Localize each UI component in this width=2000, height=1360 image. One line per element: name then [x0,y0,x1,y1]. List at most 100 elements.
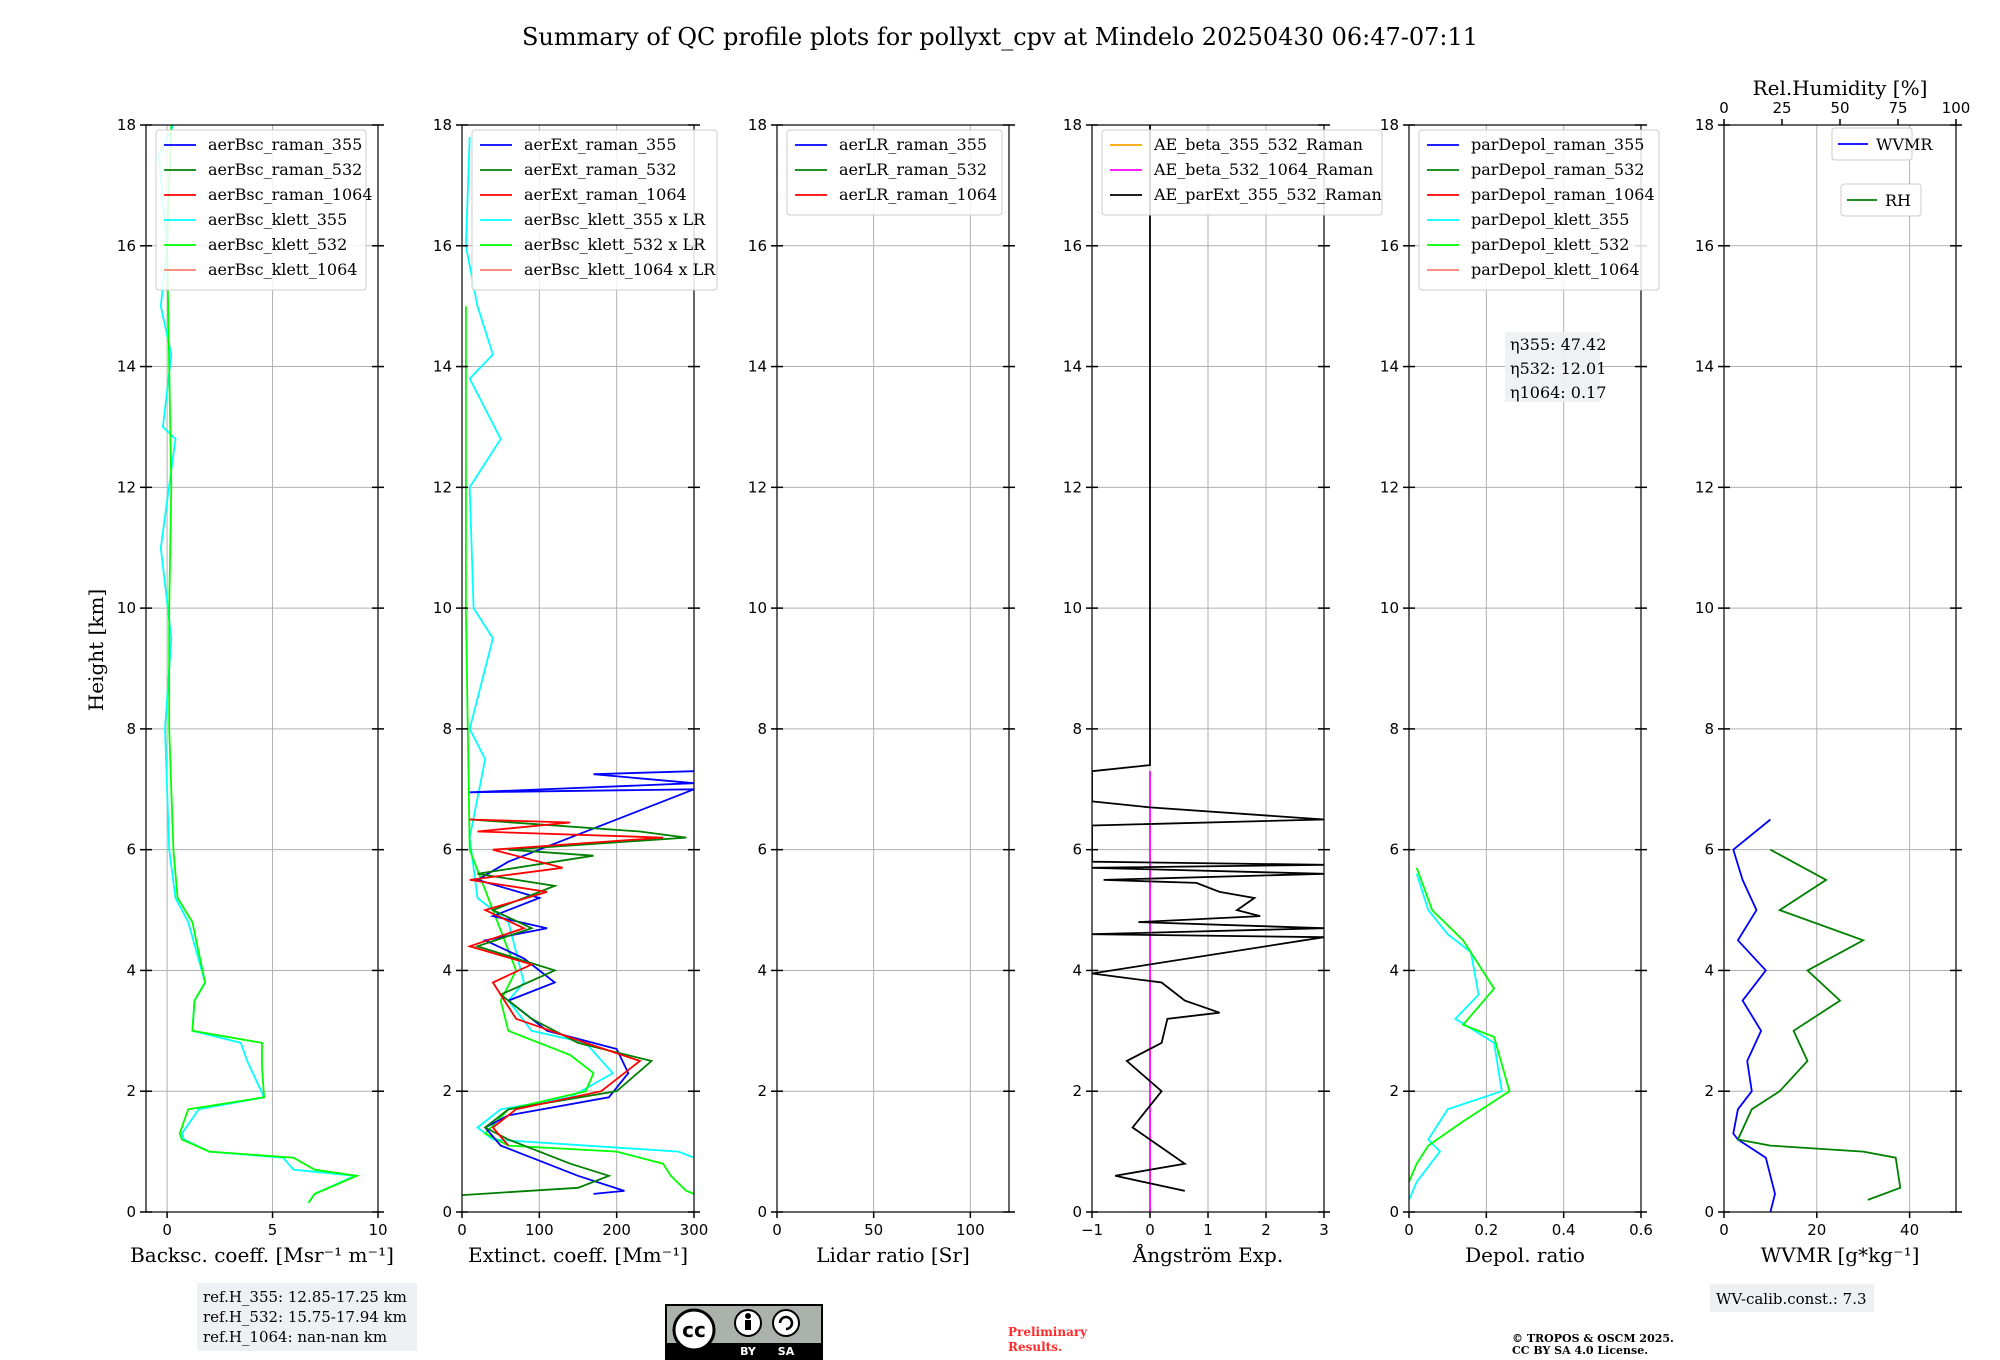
y-tick-label: 16 [1695,237,1714,255]
x-tick-label: 10 [368,1221,387,1239]
copyright-line-2: CC BY SA 4.0 License. [1512,1344,1648,1357]
series-aerExt_raman_355 [469,770,694,1195]
y-tick-label: 16 [117,237,136,255]
y-tick-label: 2 [442,1082,452,1100]
legend-box [471,129,718,291]
legend-box [155,129,367,291]
legend-label: aerBsc_klett_532 [208,235,347,254]
series-WVMR [1732,818,1776,1212]
x-tick-label: 0 [457,1221,467,1239]
eta-box [1505,332,1600,402]
cc-license-badge: cc BY SA [665,1304,823,1360]
y-tick-label: 16 [433,237,452,255]
axes-frame [1723,124,1957,1213]
ref-height-532: ref.H_532: 15.75-17.94 km [203,1308,407,1326]
legend-label: aerBsc_klett_1064 x LR [524,260,716,279]
top-x-tick-label: 25 [1772,99,1791,117]
x-tick-label: 100 [956,1221,985,1239]
panel-5: 0 2 4 6 8 10 12 14 16 18 0 0.2 0.4 0.6 Depol. ratio par… [1380,116,1660,1267]
eta-label: η532: 12.01 [1510,359,1606,378]
x-axis-label: Lidar ratio [Sr] [816,1243,970,1267]
y-tick-label: 2 [1072,1082,1082,1100]
axes-frame [461,124,695,1213]
top-x-axis-label: Rel.Humidity [%] [1753,76,1928,100]
x-axis-label: Depol. ratio [1465,1243,1585,1267]
y-tick-label: 18 [1695,116,1714,134]
top-x-tick-label: 0 [1719,99,1729,117]
cc-icon-label: cc [682,1318,706,1342]
legend-label: aerLR_raman_1064 [839,185,997,204]
y-tick-label: 14 [1380,358,1399,376]
y-tick-label: 12 [748,478,767,496]
x-tick-label: 100 [525,1221,554,1239]
cc-icon [672,1308,716,1352]
top-x-tick-label: 75 [1888,99,1907,117]
y-tick-label: 0 [1072,1203,1082,1221]
y-tick-label: 12 [117,478,136,496]
wv-calib-box: WV-calib.const.: 7.3 [1710,1284,1874,1312]
panel-3: 0 2 4 6 8 10 12 14 16 18 0 50 100 Lidar ratio [Sr] aer… [748,116,1015,1267]
y-tick-label: 0 [1704,1203,1714,1221]
y-tick-label: 14 [748,358,767,376]
legend-label: aerBsc_klett_1064 [208,260,357,279]
x-tick-label: 2 [1261,1221,1271,1239]
top-x-tick-label: 100 [1942,99,1971,117]
series-group [1092,125,1324,1212]
legend-label: parDepol_raman_1064 [1471,185,1655,204]
ref-height-355: ref.H_355: 12.85-17.25 km [203,1288,407,1306]
by-label: BY [740,1345,757,1358]
series-RH [1736,848,1902,1201]
y-tick-label: 10 [1063,599,1082,617]
y-tick-label: 2 [1704,1082,1714,1100]
axes-frame [1408,124,1642,1213]
x-tick-label: 0.4 [1552,1221,1576,1239]
figure-title: Summary of QC profile plots for pollyxt_… [522,23,1478,51]
legend-label: aerLR_raman_355 [839,135,987,154]
legend-box [1418,129,1660,291]
legend-label: parDepol_raman_355 [1471,135,1644,154]
y-tick-label: 8 [126,720,136,738]
legend-label: parDepol_klett_1064 [1471,260,1640,279]
legend-label: aerBsc_raman_355 [208,135,362,154]
copyright-line-1: © TROPOS & OSCM 2025. [1512,1332,1674,1345]
ref-height-1064: ref.H_1064: nan-nan km [203,1328,387,1346]
y-tick-label: 6 [1704,841,1714,859]
y-tick-label: 4 [442,961,452,979]
x-tick-label: 1 [1203,1221,1213,1239]
y-tick-label: 10 [433,599,452,617]
y-tick-label: 18 [1380,116,1399,134]
preliminary-line-2: Results. [1008,1340,1062,1354]
series-group [462,137,694,1196]
axes-frame [145,124,379,1213]
series-aerBsc_klett_355 x LR [464,137,694,1159]
axes-frame [776,124,1010,1213]
y-tick-label: 8 [757,720,767,738]
y-tick-label: 12 [1695,478,1714,496]
y-tick-label: 12 [1063,478,1082,496]
y-tick-label: 8 [1704,720,1714,738]
legend-label: parDepol_raman_532 [1471,160,1644,179]
y-tick-label: 6 [126,841,136,859]
y-tick-label: 8 [442,720,452,738]
x-tick-label: 0.2 [1474,1221,1498,1239]
series-group [157,125,361,1204]
x-tick-label: 20 [1807,1221,1826,1239]
legend-label: aerBsc_klett_355 x LR [524,210,706,229]
y-tick-label: 2 [1389,1082,1399,1100]
legend-label: AE_beta_355_532_Raman [1153,135,1363,154]
wv-calib-const: WV-calib.const.: 7.3 [1716,1290,1867,1308]
y-tick-label: 12 [1380,478,1399,496]
y-tick-label: 4 [1072,961,1082,979]
y-tick-label: 16 [748,237,767,255]
legend-label: parDepol_klett_355 [1471,210,1629,229]
series-aerBsc_klett_532 [166,125,361,1204]
y-tick-label: 6 [442,841,452,859]
legend-label: AE_parExt_355_532_Raman [1153,185,1382,204]
x-tick-label: 5 [268,1221,278,1239]
x-tick-label: 200 [602,1221,631,1239]
y-tick-label: 8 [1072,720,1082,738]
y-tick-label: 10 [117,599,136,617]
y-tick-label: 4 [126,961,136,979]
